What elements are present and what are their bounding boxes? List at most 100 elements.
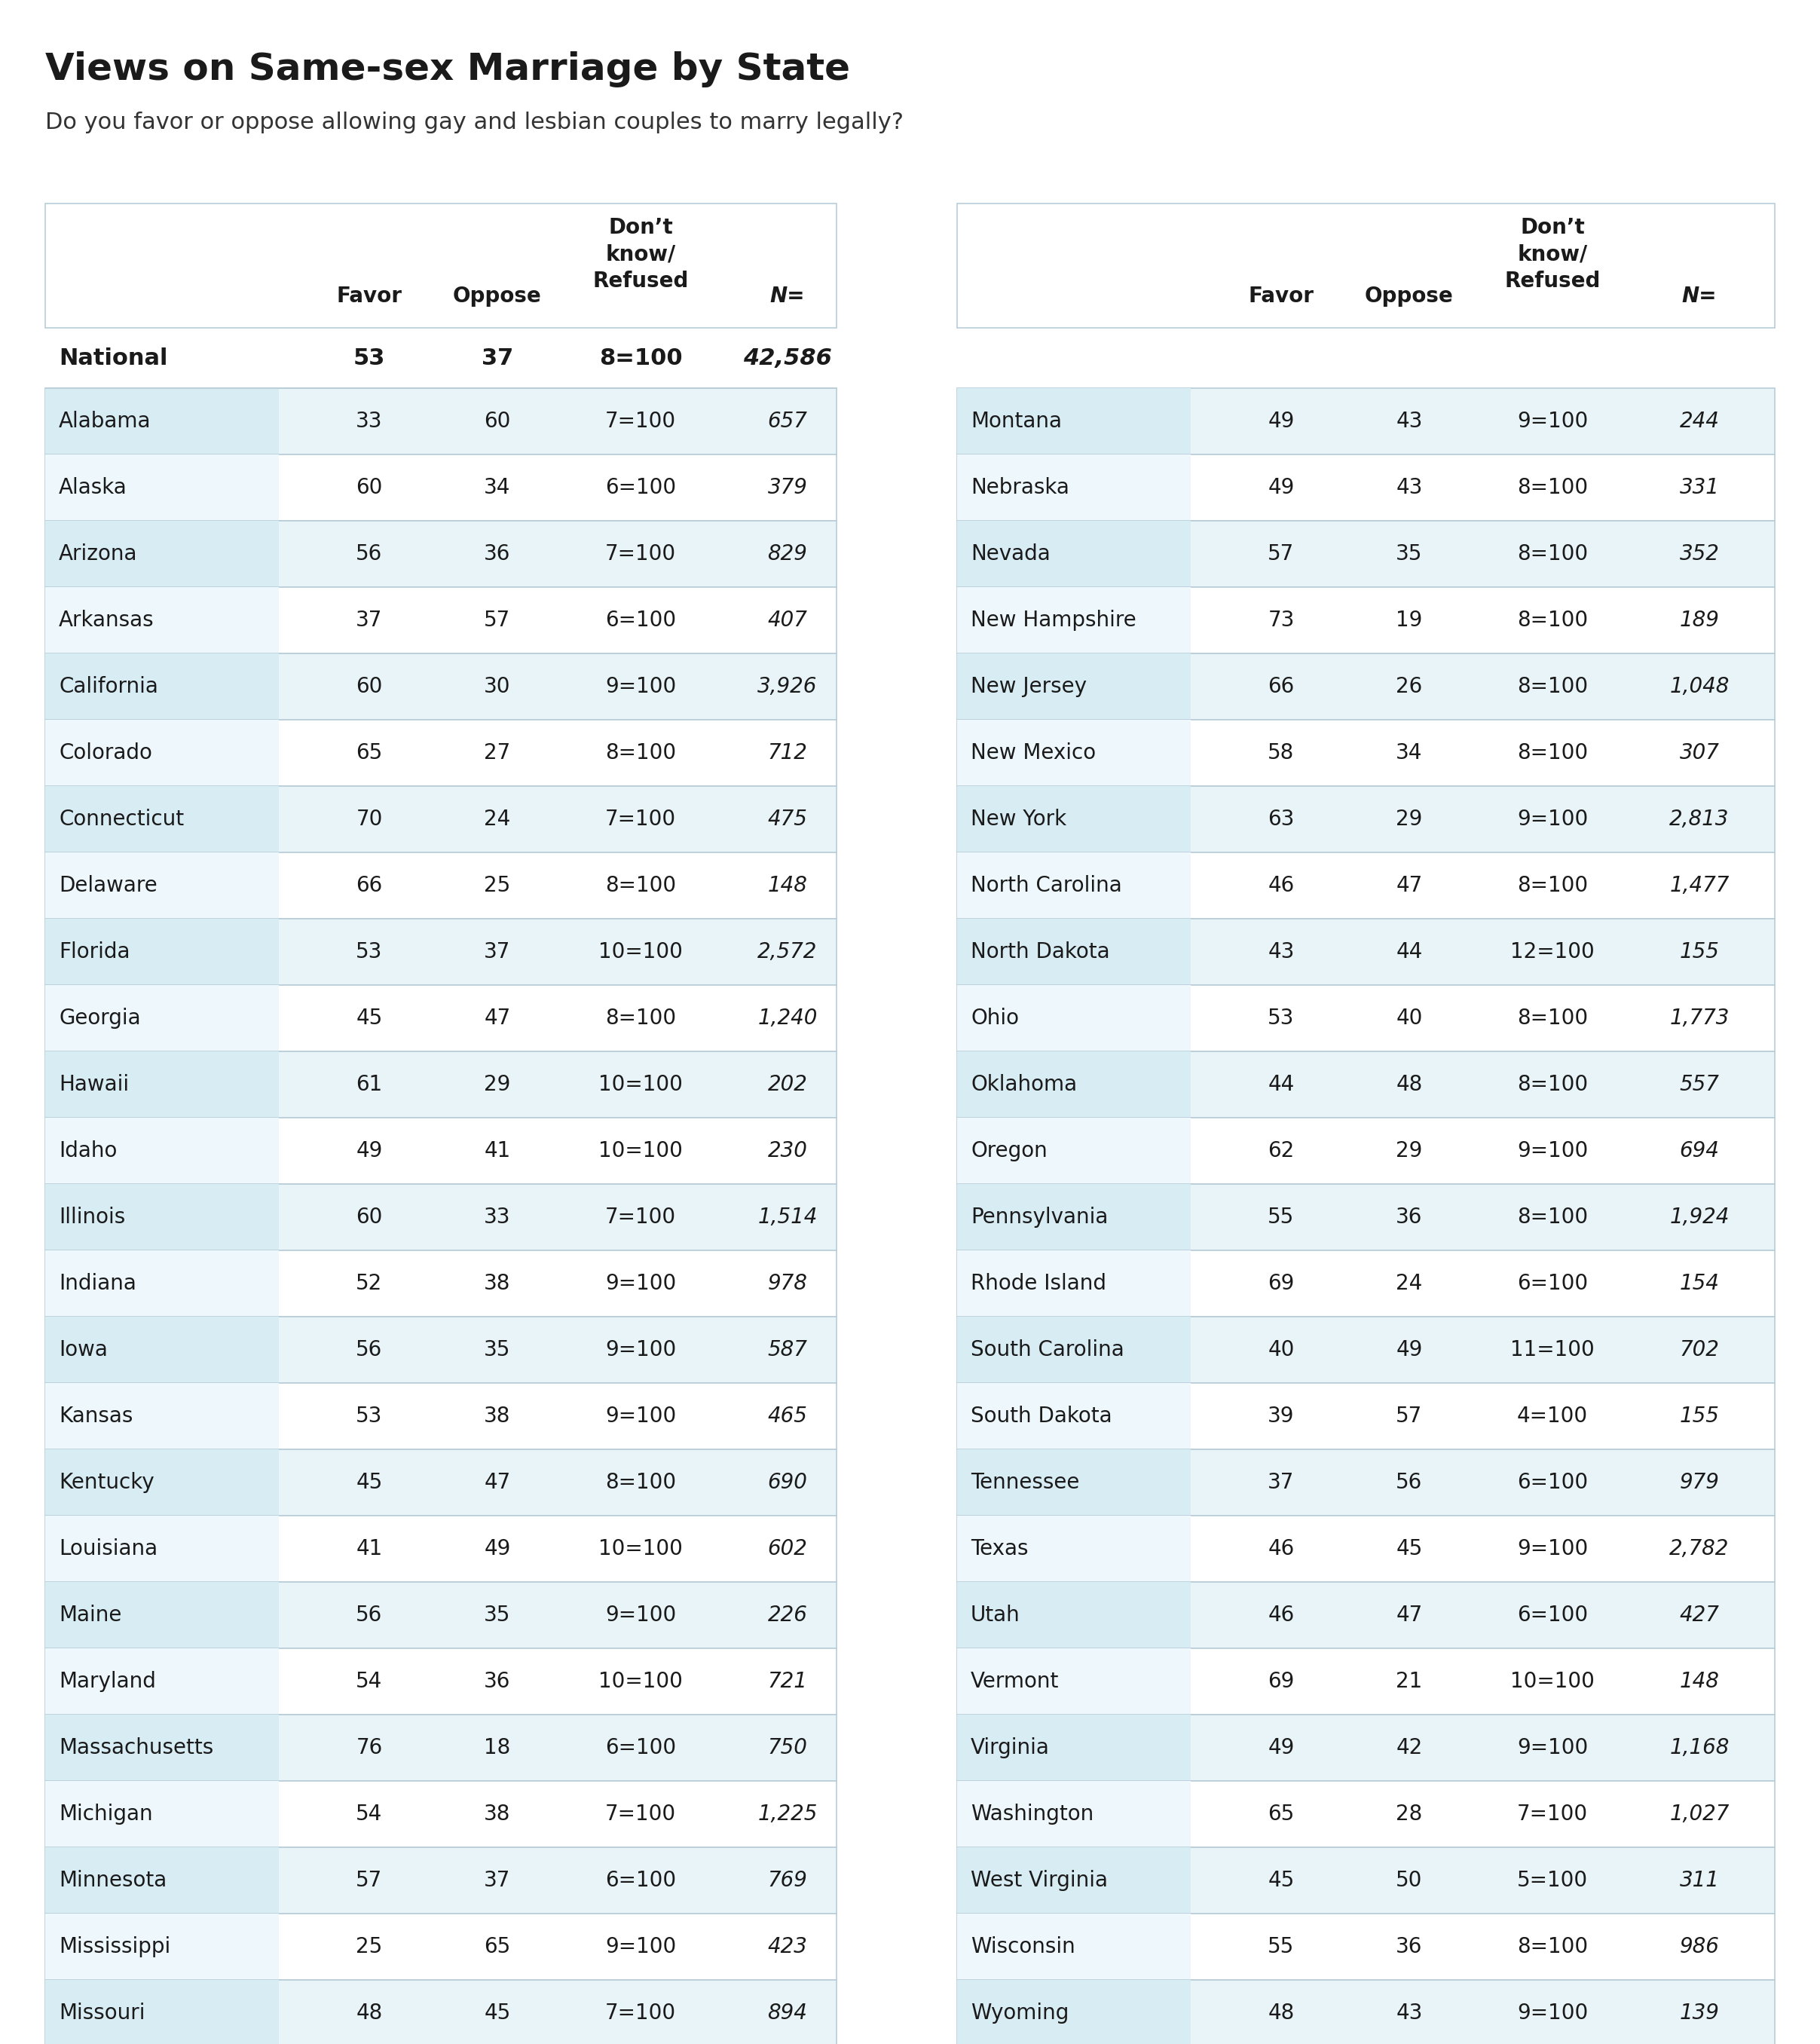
Text: 8=100: 8=100	[604, 1008, 675, 1028]
Bar	[46, 1384, 278, 1449]
Text: 602: 602	[768, 1539, 808, 1560]
Bar	[957, 719, 1190, 787]
Text: 63: 63	[1269, 809, 1294, 830]
Text: 45: 45	[357, 1008, 382, 1028]
Text: 9=100: 9=100	[1516, 809, 1589, 830]
Text: Iowa: Iowa	[58, 1339, 107, 1361]
Bar	[46, 1715, 278, 1780]
Text: 54: 54	[357, 1670, 382, 1692]
Bar	[46, 719, 278, 787]
Text: 76: 76	[357, 1737, 382, 1758]
Bar	[957, 985, 1190, 1051]
Text: Alaska: Alaska	[58, 476, 127, 499]
Text: 38: 38	[484, 1803, 511, 1825]
Text: 352: 352	[1680, 544, 1720, 564]
Text: 9=100: 9=100	[604, 1339, 675, 1361]
Text: 37: 37	[484, 1870, 511, 1891]
Text: 1,027: 1,027	[1669, 1803, 1729, 1825]
Text: 978: 978	[768, 1273, 808, 1294]
Text: New Mexico: New Mexico	[970, 742, 1096, 764]
Bar	[46, 1251, 278, 1316]
Text: 721: 721	[768, 1670, 808, 1692]
Text: 53: 53	[357, 1406, 382, 1427]
Text: 35: 35	[1396, 544, 1423, 564]
Bar	[957, 719, 1774, 787]
Text: 9=100: 9=100	[604, 1273, 675, 1294]
Text: 139: 139	[1680, 2003, 1720, 2024]
Text: 230: 230	[768, 1141, 808, 1161]
Text: 979: 979	[1680, 1472, 1720, 1492]
Bar	[46, 918, 278, 985]
Text: 53: 53	[353, 347, 386, 368]
Text: 69: 69	[1269, 1273, 1294, 1294]
Bar	[46, 654, 278, 719]
Text: 33: 33	[484, 1206, 511, 1228]
Text: Idaho: Idaho	[58, 1141, 116, 1161]
Text: 5=100: 5=100	[1518, 1870, 1587, 1891]
Text: 37: 37	[1269, 1472, 1294, 1492]
Bar	[46, 388, 278, 454]
Bar	[957, 1316, 1190, 1384]
Text: 47: 47	[1396, 875, 1423, 895]
Text: Arizona: Arizona	[58, 544, 138, 564]
Bar	[46, 1449, 837, 1517]
Text: Virginia: Virginia	[970, 1737, 1050, 1758]
Text: 35: 35	[484, 1605, 511, 1625]
Text: 34: 34	[484, 476, 511, 499]
Text: North Carolina: North Carolina	[970, 875, 1121, 895]
Text: 6=100: 6=100	[604, 1737, 675, 1758]
Bar	[46, 1051, 278, 1118]
Text: 10=100: 10=100	[1511, 1670, 1594, 1692]
Text: N=: N=	[1682, 286, 1716, 307]
Bar	[46, 454, 837, 521]
Bar	[46, 1582, 837, 1647]
Text: 475: 475	[768, 809, 808, 830]
Text: Delaware: Delaware	[58, 875, 157, 895]
Text: Arkansas: Arkansas	[58, 609, 155, 632]
Bar	[957, 1051, 1190, 1118]
Text: 2,572: 2,572	[757, 942, 817, 963]
Bar	[957, 1848, 1774, 1913]
Text: 7=100: 7=100	[604, 2003, 675, 2024]
Text: 7=100: 7=100	[604, 544, 675, 564]
Bar	[957, 1183, 1190, 1251]
Text: 49: 49	[1396, 1339, 1423, 1361]
Text: 55: 55	[1269, 1936, 1294, 1958]
Text: Don’t
know/
Refused: Don’t know/ Refused	[1505, 217, 1600, 292]
Text: Colorado: Colorado	[58, 742, 153, 764]
Text: 48: 48	[1269, 2003, 1294, 2024]
Text: 34: 34	[1396, 742, 1423, 764]
Text: 379: 379	[768, 476, 808, 499]
Bar	[46, 1715, 837, 1780]
Bar	[957, 1051, 1774, 1118]
Bar	[46, 1183, 837, 1251]
Text: Oppose: Oppose	[1365, 286, 1454, 307]
Bar	[957, 852, 1774, 918]
Bar	[957, 521, 1774, 587]
Text: 750: 750	[768, 1737, 808, 1758]
Text: 894: 894	[768, 2003, 808, 2024]
Bar	[46, 985, 278, 1051]
Text: Ohio: Ohio	[970, 1008, 1019, 1028]
Text: 73: 73	[1269, 609, 1294, 632]
Text: 37: 37	[484, 942, 511, 963]
Text: 29: 29	[1396, 1141, 1423, 1161]
Text: 29: 29	[1396, 809, 1423, 830]
Text: Wyoming: Wyoming	[970, 2003, 1068, 2024]
Text: 24: 24	[1396, 1273, 1423, 1294]
Bar	[957, 1449, 1774, 1517]
Text: 9=100: 9=100	[1516, 1141, 1589, 1161]
Text: 57: 57	[1269, 544, 1294, 564]
Text: 42,586: 42,586	[743, 347, 832, 368]
Text: Hawaii: Hawaii	[58, 1073, 129, 1096]
Bar	[957, 1118, 1774, 1183]
Text: Oppose: Oppose	[453, 286, 542, 307]
Text: 25: 25	[357, 1936, 382, 1958]
Text: 30: 30	[484, 677, 511, 697]
Text: 44: 44	[1396, 942, 1423, 963]
Text: 155: 155	[1680, 1406, 1720, 1427]
Bar	[46, 787, 837, 852]
Text: 41: 41	[484, 1141, 511, 1161]
Text: 42: 42	[1396, 1737, 1423, 1758]
Text: 39: 39	[1269, 1406, 1294, 1427]
